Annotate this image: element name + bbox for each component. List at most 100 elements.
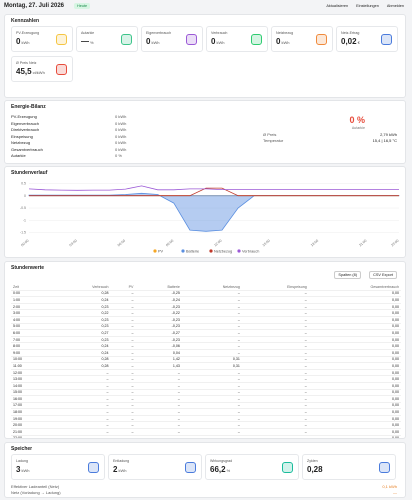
table-cell: 15:00 (11, 389, 53, 397)
balance-value: 0 kWh (115, 127, 127, 132)
header-action[interactable]: Abmelden (386, 4, 404, 8)
tile: Zyklen 0,28 (302, 454, 396, 480)
table-cell: – (181, 435, 242, 438)
button[interactable]: CSV Export (369, 271, 397, 279)
table-cell: – (135, 415, 182, 423)
table-cell: 8:00 (11, 342, 53, 350)
column-header: Verbrauch (52, 284, 111, 291)
table-cell: -0,27 (135, 329, 182, 337)
table-cell: -0,23 (135, 316, 182, 324)
tile-value: 0kWh (16, 37, 30, 46)
tile-label: PV-Erzeugung (16, 31, 40, 35)
table-cell: – (110, 349, 136, 357)
header-action[interactable]: Einstellungen (356, 4, 379, 8)
tile-label: Netz-Ertrag (341, 31, 360, 35)
header-action[interactable]: Aktualisieren (326, 4, 349, 8)
x-tick-label: 15:00 (262, 239, 271, 248)
legend-marker (237, 249, 241, 253)
table-cell: – (241, 382, 309, 390)
balance-value: 0 kWh (115, 140, 127, 145)
table-row: 18:00– – – – –0,00 (11, 408, 401, 416)
column-header: Gesamtverbrauch (308, 284, 401, 291)
storage-card: Speicher Ladung 3kWh Entladung 2kWh Wirkungs… (4, 442, 406, 498)
table-cell: – (52, 389, 111, 397)
tile: Wirkungsgrad 66,2% (205, 454, 299, 480)
button[interactable]: Spalten (8) (334, 271, 361, 279)
table-cell: – (241, 323, 309, 331)
table-cell: – (52, 428, 111, 436)
table-cell: 7:00 (11, 336, 53, 344)
table-cell: – (52, 375, 111, 383)
tile-unit: kWh (118, 468, 127, 473)
table-cell: – (110, 290, 136, 298)
table-cell: – (110, 421, 136, 430)
balance-card: Energie-Bilanz PV-Erzeugung 0 kWh Eigenver… (4, 100, 406, 164)
tile-value: 0kWh (146, 37, 160, 46)
table-cell: – (181, 309, 242, 317)
tile-label: Ladung (16, 459, 28, 463)
table-cell: – (181, 389, 242, 397)
table-cell: 0,00 (308, 336, 401, 344)
table-cell: – (181, 408, 242, 416)
tile-value: 0kWh (276, 37, 290, 46)
legend-label[interactable]: PV (158, 249, 164, 253)
card-title: Energie-Bilanz (11, 104, 46, 110)
legend-marker (153, 249, 157, 253)
legend-label[interactable]: Batterie (186, 249, 199, 253)
table-cell: – (181, 323, 242, 331)
table-cell: 4:00 (11, 316, 53, 324)
table-cell: -0,23 (135, 336, 182, 344)
table-cell: – (241, 349, 309, 357)
table-cell: 0,00 (308, 389, 401, 397)
balance-value: 0 kWh (115, 146, 127, 152)
table-cell: 0,24 (52, 349, 111, 357)
table-cell: – (181, 421, 242, 430)
table-cell: 0,31 (181, 362, 242, 370)
table-cell: 0:00 (11, 290, 53, 298)
table-cell: – (241, 395, 309, 403)
tile: Ø Preis Netz 45,5ct/kWh (11, 56, 73, 82)
table-cell: – (110, 362, 136, 370)
y-tick-label: -1.5 (20, 231, 26, 235)
table-cell: 0,00 (308, 395, 401, 403)
table-row: 22:00– – – – –0,00 (11, 435, 401, 438)
percent-label: Autarkie (351, 126, 365, 130)
table-cell: – (135, 389, 182, 397)
table-cell: – (110, 428, 136, 436)
table-cell: 17:00 (11, 402, 53, 410)
table-cell: – (241, 421, 309, 430)
table-cell: – (135, 435, 182, 438)
table-cell: – (52, 402, 111, 410)
table-cell: 0,31 (181, 356, 242, 364)
table-cell: 18:00 (11, 408, 53, 416)
legend-label[interactable]: Netzbezug (214, 249, 232, 253)
legend-label[interactable]: Verbrauch (242, 249, 259, 253)
tile-value: 0,02€ (341, 37, 360, 46)
column-header: Zeit (11, 284, 53, 291)
table-cell: – (181, 290, 242, 298)
detail-value: 15,4 | 16,5 °C (372, 138, 397, 143)
x-tick-label: 09:00 (165, 239, 174, 248)
card-title: Stundenverlauf (11, 170, 48, 176)
tile-icon (185, 462, 196, 473)
table-cell: – (135, 395, 182, 403)
tile: Entladung 2kWh (108, 454, 202, 480)
table-cell: – (52, 408, 111, 416)
table-cell: 0,00 (308, 402, 401, 410)
tile-unit: kWh (281, 40, 290, 45)
table-cell: 16:00 (11, 395, 53, 403)
tile: Ladung 3kWh (11, 454, 105, 480)
table-cell: 1:00 (11, 296, 53, 304)
x-tick-label: 03:00 (69, 239, 78, 248)
x-tick-label: 12:00 (213, 239, 222, 248)
table-cell: 21:00 (11, 428, 53, 436)
balance-value: 0 kWh (115, 133, 127, 139)
balance-label: PV-Erzeugung (11, 114, 37, 119)
balance-label: Direktverbrauch (11, 127, 40, 132)
tile-value: 45,5ct/kWh (16, 67, 45, 76)
table-cell: – (110, 329, 136, 337)
table-cell: 0,00 (308, 303, 401, 311)
table-cell: – (181, 342, 242, 350)
table-cell: 0,24 (52, 342, 111, 350)
